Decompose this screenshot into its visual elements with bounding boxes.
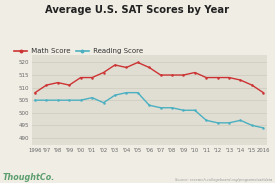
Text: Average U.S. SAT Scores by Year: Average U.S. SAT Scores by Year [45, 5, 230, 15]
Legend:  Math Score,  Reading Score: Math Score, Reading Score [15, 48, 143, 54]
Text: Source: research.collegeboard.org/programs/sat/data: Source: research.collegeboard.org/progra… [175, 178, 272, 182]
Text: ThoughtCo.: ThoughtCo. [3, 173, 55, 182]
